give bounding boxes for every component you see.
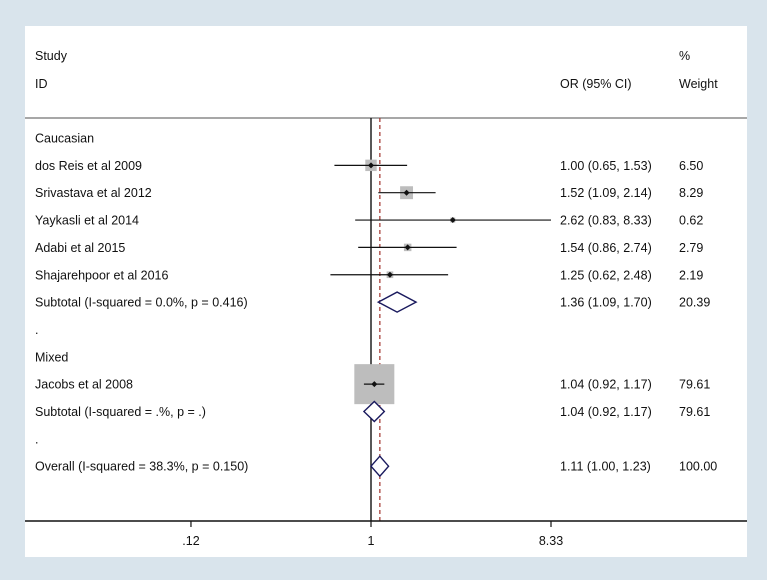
row-label-dos-reis-et-al-2009: dos Reis et al 2009	[35, 159, 142, 173]
or-ci-value-jacobs-et-al-2008: 1.04 (0.92, 1.17)	[560, 378, 652, 392]
row-label-yaykasli-et-al-2014: Yaykasli et al 2014	[35, 214, 139, 228]
or-ci-value-overall-i-squared-38-3-p-0-150: 1.11 (1.00, 1.23)	[560, 460, 651, 474]
row-label-caucasian: Caucasian	[35, 132, 94, 146]
point-estimate-dos-reis-et-al-2009	[368, 162, 374, 169]
or-ci-value-subtotal-i-squared-p: 1.04 (0.92, 1.17)	[560, 405, 652, 419]
row-label-mixed: Mixed	[35, 350, 68, 364]
point-estimate-shajarehpoor-et-al-2016	[386, 271, 393, 278]
row-label-srivastava-et-al-2012: Srivastava et al 2012	[35, 186, 152, 200]
row-label-jacobs-et-al-2008: Jacobs et al 2008	[35, 378, 133, 392]
or-ci-value-srivastava-et-al-2012: 1.52 (1.09, 2.14)	[560, 186, 652, 200]
weight-value-overall-i-squared-38-3-p-0-150: 100.00	[679, 460, 717, 474]
weight-value-dos-reis-et-al-2009: 6.50	[679, 159, 703, 173]
or-ci-value-adabi-et-al-2015: 1.54 (0.86, 2.74)	[560, 241, 652, 255]
header-study: Study	[35, 49, 68, 63]
header-or-ci: OR (95% CI)	[560, 77, 632, 91]
weight-value-shajarehpoor-et-al-2016: 2.19	[679, 268, 703, 282]
pooled-diamond-overall-i-squared-38-3-p-0-150	[370, 455, 390, 478]
row-label-subtotal-i-squared-p: Subtotal (I-squared = .%, p = .)	[35, 405, 206, 419]
weight-value-subtotal-i-squared-0-0-p-0-416: 20.39	[679, 296, 710, 310]
or-ci-value-dos-reis-et-al-2009: 1.00 (0.65, 1.53)	[560, 159, 652, 173]
header-id: ID	[35, 77, 48, 91]
pooled-diamond-subtotal-i-squared-0-0-p-0-416	[376, 291, 418, 313]
x-tick-label-1: 1	[368, 534, 375, 548]
row-label-shajarehpoor-et-al-2016: Shajarehpoor et al 2016	[35, 268, 168, 282]
rows-layer: Caucasian dos Reis et al 2009 1.00 (0.65, …	[35, 118, 717, 521]
weight-value-subtotal-i-squared-p: 79.61	[679, 405, 710, 419]
weight-value-srivastava-et-al-2012: 8.29	[679, 186, 703, 200]
or-ci-value-yaykasli-et-al-2014: 2.62 (0.83, 8.33)	[560, 214, 652, 228]
or-ci-value-shajarehpoor-et-al-2016: 1.25 (0.62, 2.48)	[560, 268, 652, 282]
pooled-diamond-subtotal-i-squared-p	[362, 400, 386, 423]
row-label-row: .	[35, 323, 38, 337]
or-ci-value-subtotal-i-squared-0-0-p-0-416: 1.36 (1.09, 1.70)	[560, 296, 652, 310]
header-percent: %	[679, 49, 690, 63]
row-label-subtotal-i-squared-0-0-p-0-416: Subtotal (I-squared = 0.0%, p = 0.416)	[35, 296, 248, 310]
point-estimate-srivastava-et-al-2012	[403, 189, 410, 196]
header-weight: Weight	[679, 77, 718, 91]
x-tick-label-2: 8.33	[539, 534, 563, 548]
row-label-row: .	[35, 432, 38, 446]
row-label-overall-i-squared-38-3-p-0-150: Overall (I-squared = 38.3%, p = 0.150)	[35, 460, 248, 474]
x-tick-label-0: .12	[182, 534, 199, 548]
weight-value-jacobs-et-al-2008: 79.61	[679, 378, 710, 392]
point-estimate-jacobs-et-al-2008	[371, 381, 378, 388]
point-estimate-adabi-et-al-2015	[404, 244, 411, 251]
weight-value-yaykasli-et-al-2014: 0.62	[679, 214, 703, 228]
x-axis: .12 1 8.33	[182, 521, 563, 548]
weight-value-adabi-et-al-2015: 2.79	[679, 241, 703, 255]
point-estimate-yaykasli-et-al-2014	[449, 217, 456, 224]
row-label-adabi-et-al-2015: Adabi et al 2015	[35, 241, 125, 255]
